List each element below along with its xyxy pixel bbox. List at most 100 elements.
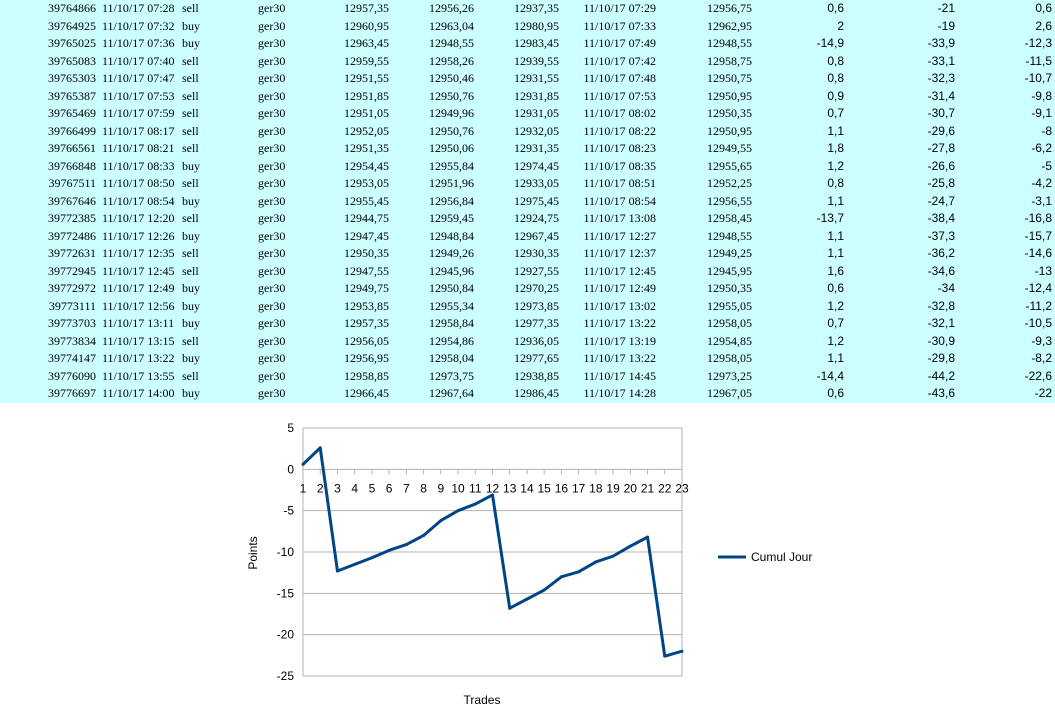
sl-cell: 12955,84 [389, 157, 474, 175]
net-cell: -8,2 [965, 350, 1055, 368]
type-cell: buy [182, 192, 256, 210]
open-time-cell: 11/10/17 07:36 [96, 35, 182, 53]
profit-cell: 1,2 [752, 157, 854, 175]
sl-cell: 12949,26 [389, 245, 474, 263]
type-cell: buy [182, 385, 256, 403]
x-tick-label: 12 [486, 481, 500, 495]
data-point [646, 535, 650, 539]
data-point [404, 543, 408, 547]
data-point [473, 502, 477, 506]
symbol-cell: ger30 [256, 385, 320, 403]
close-price-cell: 12950,95 [656, 87, 752, 105]
close-time-cell: 11/10/17 13:19 [559, 332, 656, 350]
x-tick-label: 1 [300, 481, 307, 495]
cumul-cell: -29,6 [854, 122, 965, 140]
profit-cell: -14,9 [752, 35, 854, 53]
table-row: 39772945 11/10/17 12:45 sell ger30 12947,55 1… [0, 262, 1055, 280]
x-tick-label: 17 [572, 481, 586, 495]
ticket-cell: 39776090 [0, 367, 96, 385]
open-price-cell: 12959,55 [320, 52, 389, 70]
series-layer [301, 446, 684, 658]
open-price-cell: 12952,05 [320, 122, 389, 140]
net-cell: 2,6 [965, 17, 1055, 35]
open-price-cell: 12960,95 [320, 17, 389, 35]
open-time-cell: 11/10/17 12:26 [96, 227, 182, 245]
open-price-cell: 12957,35 [320, 0, 389, 18]
tp-cell: 12980,95 [474, 17, 559, 35]
open-price-cell: 12947,45 [320, 227, 389, 245]
profit-cell: 1,1 [752, 227, 854, 245]
table-row: 39774147 11/10/17 13:22 buy ger30 12956,95 12… [0, 350, 1055, 368]
open-price-cell: 12944,75 [320, 210, 389, 228]
table-row: 39765387 11/10/17 07:53 sell ger30 12951,85 1… [0, 87, 1055, 105]
ticket-cell: 39765387 [0, 87, 96, 105]
y-tick-label: 0 [287, 462, 294, 476]
close-time-cell: 11/10/17 08:02 [559, 105, 656, 123]
y-tick-label: -15 [277, 586, 295, 600]
sl-cell: 12967,64 [389, 385, 474, 403]
type-cell: buy [182, 35, 256, 53]
close-price-cell: 12950,35 [656, 105, 752, 123]
profit-cell: 0,6 [752, 280, 854, 298]
table-body: 39764866 11/10/17 07:28 sell ger30 12957,35 1… [0, 0, 1055, 403]
cumul-cell: -37,3 [854, 227, 965, 245]
table-row: 39766499 11/10/17 08:17 sell ger30 12952,05 1… [0, 122, 1055, 140]
tp-cell: 12931,35 [474, 140, 559, 158]
y-axis-title: Points [246, 536, 260, 569]
open-price-cell: 12951,35 [320, 140, 389, 158]
type-cell: sell [182, 105, 256, 123]
sl-cell: 12950,84 [389, 280, 474, 298]
cumul-cell: -38,4 [854, 210, 965, 228]
ticket-cell: 39764866 [0, 0, 96, 18]
open-time-cell: 11/10/17 12:45 [96, 262, 182, 280]
x-tick-label: 7 [403, 481, 410, 495]
close-price-cell: 12948,55 [656, 227, 752, 245]
close-time-cell: 11/10/17 12:27 [559, 227, 656, 245]
x-tick-label: 11 [469, 481, 482, 495]
profit-cell: 0,8 [752, 52, 854, 70]
net-cell: -22 [965, 385, 1055, 403]
close-price-cell: 12949,25 [656, 245, 752, 263]
table-row: 39765025 11/10/17 07:36 buy ger30 12963,45 12… [0, 35, 1055, 53]
data-point [387, 548, 391, 552]
x-tick-label: 21 [641, 481, 655, 495]
x-tick-label: 6 [386, 481, 393, 495]
ticket-cell: 39774147 [0, 350, 96, 368]
x-tick-label: 23 [675, 481, 689, 495]
close-price-cell: 12958,45 [656, 210, 752, 228]
data-point [370, 556, 374, 560]
tp-cell: 12924,75 [474, 210, 559, 228]
legend: Cumul Jour [718, 550, 812, 564]
net-cell: -4,2 [965, 175, 1055, 193]
net-cell: -9,1 [965, 105, 1055, 123]
data-point [680, 649, 684, 653]
table-row: 39765083 11/10/17 07:40 sell ger30 12959,55 1… [0, 52, 1055, 70]
data-point [456, 509, 460, 513]
profit-cell: 0,7 [752, 105, 854, 123]
close-price-cell: 12956,55 [656, 192, 752, 210]
ticket-cell: 39767646 [0, 192, 96, 210]
close-price-cell: 12945,95 [656, 262, 752, 280]
ticket-cell: 39773111 [0, 297, 96, 315]
tp-cell: 12937,35 [474, 0, 559, 18]
symbol-cell: ger30 [256, 297, 320, 315]
net-cell: -15,7 [965, 227, 1055, 245]
open-price-cell: 12953,85 [320, 297, 389, 315]
type-cell: sell [182, 87, 256, 105]
open-time-cell: 11/10/17 08:21 [96, 140, 182, 158]
close-price-cell: 12954,85 [656, 332, 752, 350]
data-point [439, 519, 443, 523]
cumul-cell: -25,8 [854, 175, 965, 193]
tp-cell: 12939,55 [474, 52, 559, 70]
x-tick-label: 19 [606, 481, 620, 495]
close-price-cell: 12952,25 [656, 175, 752, 193]
cumul-chart: 5 0 -5 -10 -15 -20 -25 1 2 3 4 5 6 7 8 9 10 11 12 13 14 15 16… [0, 393, 1055, 721]
cumul-cell: -33,1 [854, 52, 965, 70]
open-price-cell: 12949,75 [320, 280, 389, 298]
x-tick-label: 5 [369, 481, 376, 495]
close-time-cell: 11/10/17 08:35 [559, 157, 656, 175]
close-time-cell: 11/10/17 14:28 [559, 385, 656, 403]
data-point [542, 588, 546, 592]
symbol-cell: ger30 [256, 0, 320, 18]
x-tick-label: 2 [317, 481, 324, 495]
